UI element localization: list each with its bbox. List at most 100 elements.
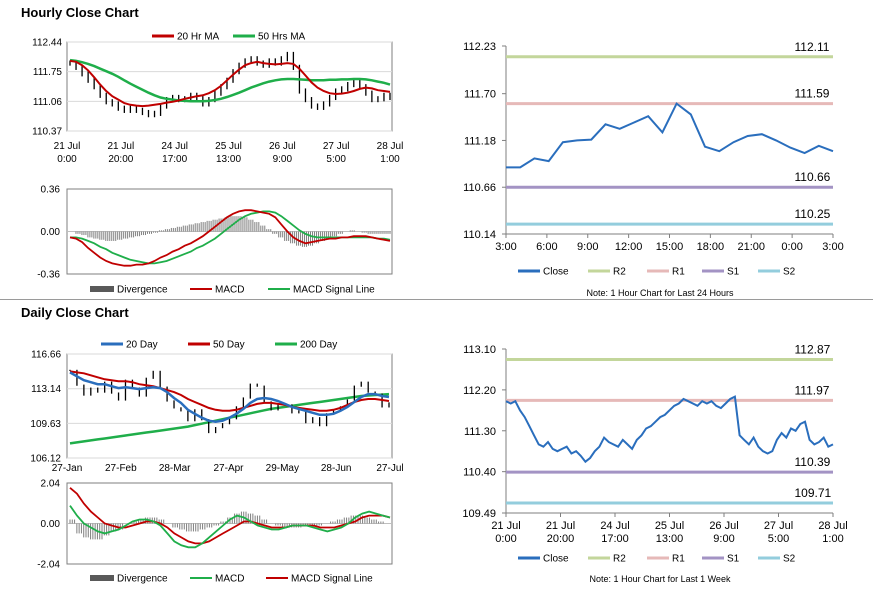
daily-close-r1-legend-label: R1 xyxy=(672,554,685,565)
daily-price-x-tick-label: 27-Feb xyxy=(105,463,137,474)
hourly-close-y-tick-label: 110.66 xyxy=(463,182,496,194)
daily-close-x-tick-time: 5:00 xyxy=(768,533,789,545)
hourly-price-x-tick-time: 20:00 xyxy=(108,154,133,165)
hourly-price-y-tick-label: 111.75 xyxy=(33,67,63,78)
daily-price-y-tick-label: 109.63 xyxy=(30,419,61,430)
hourly-note: Note: 1 Hour Chart for Last 24 Hours xyxy=(586,288,734,298)
daily-price-50day-legend-label: 50 Day xyxy=(213,340,245,351)
hourly-macd-y-tick-label: 0.00 xyxy=(41,227,61,238)
daily-50day-ma-line xyxy=(69,370,390,412)
daily-price-y-tick-label: 106.12 xyxy=(30,454,61,465)
daily-close-x-tick-date: 26 Jul xyxy=(709,520,738,532)
hourly-close-y-tick-label: 110.14 xyxy=(463,229,496,241)
hourly-close-close-legend-label: Close xyxy=(543,267,569,278)
hourly-price-y-tick-label: 111.06 xyxy=(33,97,63,108)
daily-macd-divergence-legend-swatch xyxy=(90,575,114,581)
daily-price-x-tick-label: 29-May xyxy=(266,463,299,474)
daily-close-y-tick-label: 113.10 xyxy=(463,344,496,356)
daily-price-x-tick-label: 28-Mar xyxy=(159,463,191,474)
hourly-price-x-tick-time: 1:00 xyxy=(380,154,400,165)
daily-close-x-tick-time: 1:00 xyxy=(822,533,843,545)
daily-close-x-tick-date: 24 Jul xyxy=(600,520,629,532)
daily-macd-y-tick-label: -2.04 xyxy=(37,560,60,571)
daily-macd-signal-legend-label: MACD Signal Line xyxy=(291,574,373,585)
daily-close-r2-legend-label: R2 xyxy=(613,554,626,565)
daily-close-x-tick-date: 28 Jul xyxy=(818,520,847,532)
hourly-macd-macd-legend-label: MACD xyxy=(215,285,244,296)
section-divider xyxy=(0,299,873,300)
hourly-macd-divergence-legend-label: Divergence xyxy=(117,285,168,296)
daily-price-200day-legend-label: 200 Day xyxy=(300,340,337,351)
hourly-close-x-tick-label: 3:00 xyxy=(822,241,843,253)
hourly-close-r1-level-label: 111.59 xyxy=(795,87,830,101)
hourly-price-x-tick-date: 27 Jul xyxy=(323,141,350,152)
hourly-close-x-tick-label: 21:00 xyxy=(737,241,765,253)
daily-close-x-tick-time: 9:00 xyxy=(713,533,734,545)
hourly-close-y-tick-label: 112.23 xyxy=(463,41,496,53)
hourly-price-x-tick-date: 25 Jul xyxy=(215,141,242,152)
daily-macd-macd-legend-label: MACD xyxy=(215,574,244,585)
hourly-close-x-tick-label: 3:00 xyxy=(495,241,516,253)
daily-close-x-tick-time: 13:00 xyxy=(656,533,684,545)
daily-price-y-tick-label: 113.14 xyxy=(31,384,61,395)
hourly-close-x-tick-label: 0:00 xyxy=(781,241,802,253)
hourly-20hr-ma-line xyxy=(69,59,391,108)
daily-close-x-tick-time: 0:00 xyxy=(495,533,516,545)
hourly-price-x-tick-date: 21 Jul xyxy=(107,141,134,152)
hourly-close-x-tick-label: 12:00 xyxy=(615,241,643,253)
daily-close-close-line xyxy=(505,395,834,464)
daily-price-x-tick-label: 27-Apr xyxy=(213,463,244,474)
daily-macd-chart: 2.04 0.00 -2.04 Divergence MACD MACD Signal L… xyxy=(37,479,393,585)
daily-close-r1-level-label: 111.97 xyxy=(795,383,830,397)
daily-close-y-tick-label: 110.40 xyxy=(463,467,496,479)
daily-price-y-tick-label: 116.66 xyxy=(31,350,61,361)
hourly-macd-signal-legend-label: MACD Signal Line xyxy=(293,285,375,296)
hourly-close-s2-legend-label: S2 xyxy=(783,267,796,278)
hourly-price-50hr-legend-label: 50 Hrs MA xyxy=(258,32,306,43)
hourly-macd-signal-line xyxy=(70,210,391,265)
daily-close-s2-level-label: 109.71 xyxy=(795,486,832,500)
hourly-price-y-tick-label: 110.37 xyxy=(32,127,62,138)
daily-price-x-tick-label: 28-Jun xyxy=(321,463,352,474)
daily-close-x-tick-date: 25 Jul xyxy=(655,520,684,532)
daily-macd-signal-line xyxy=(69,487,391,545)
daily-close-s1-level-label: 110.39 xyxy=(795,455,831,469)
daily-close-levels-chart: 113.10 112.20 111.30 110.40 109.49 112.87 111.… xyxy=(462,342,847,565)
hourly-macd-macd-line xyxy=(69,209,391,267)
daily-close-y-tick-label: 109.49 xyxy=(462,508,496,520)
daily-close-x-tick-date: 27 Jul xyxy=(764,520,793,532)
hourly-macd-y-tick-label: -0.36 xyxy=(37,270,60,281)
hourly-price-x-tick-date: 26 Jul xyxy=(269,141,296,152)
hourly-close-r2-legend-label: R2 xyxy=(613,267,626,278)
hourly-50hr-ma-line xyxy=(69,58,391,103)
hourly-price-x-tick-time: 5:00 xyxy=(326,154,346,165)
hourly-close-y-tick-label: 111.70 xyxy=(464,89,496,101)
hourly-macd-divergence-legend-swatch xyxy=(90,286,114,292)
daily-close-s1-legend-label: S1 xyxy=(727,554,740,565)
hourly-price-x-tick-time: 0:00 xyxy=(57,154,77,165)
daily-macd-y-tick-label: 2.04 xyxy=(41,479,61,490)
hourly-close-levels-chart: 112.23 111.70 111.18 110.66 110.14 112.11 111.… xyxy=(463,40,844,278)
daily-close-y-tick-label: 112.20 xyxy=(463,385,496,397)
daily-note: Note: 1 Hour Chart for Last 1 Week xyxy=(589,574,731,584)
hourly-close-r2-level-label: 112.11 xyxy=(795,40,830,54)
hourly-close-x-tick-label: 6:00 xyxy=(536,241,557,253)
daily-close-x-tick-date: 21 Jul xyxy=(491,520,520,532)
hourly-section-title: Hourly Close Chart xyxy=(21,5,139,20)
hourly-price-20hr-legend-label: 20 Hr MA xyxy=(177,32,220,43)
hourly-price-chart: 112.44 111.75 111.06 110.37 20 Hr MA 50 Hrs M… xyxy=(32,32,403,166)
hourly-close-s2-level-label: 110.25 xyxy=(795,207,831,221)
hourly-close-x-tick-label: 15:00 xyxy=(656,241,684,253)
daily-close-x-tick-time: 20:00 xyxy=(547,533,575,545)
daily-close-r2-level-label: 112.87 xyxy=(795,342,831,356)
hourly-macd-chart: 0.36 0.00 -0.36 Divergence MACD MACD Signal L… xyxy=(37,185,393,296)
hourly-close-s1-legend-label: S1 xyxy=(727,267,740,278)
hourly-price-x-tick-time: 13:00 xyxy=(216,154,241,165)
hourly-price-x-tick-time: 9:00 xyxy=(273,154,293,165)
daily-close-x-tick-time: 17:00 xyxy=(601,533,629,545)
daily-macd-divergence-legend-label: Divergence xyxy=(117,574,168,585)
hourly-price-x-tick-date: 21 Jul xyxy=(54,141,81,152)
daily-price-20day-legend-label: 20 Day xyxy=(126,340,158,351)
hourly-close-s1-level-label: 110.66 xyxy=(795,170,831,184)
hourly-close-x-tick-label: 18:00 xyxy=(697,241,725,253)
